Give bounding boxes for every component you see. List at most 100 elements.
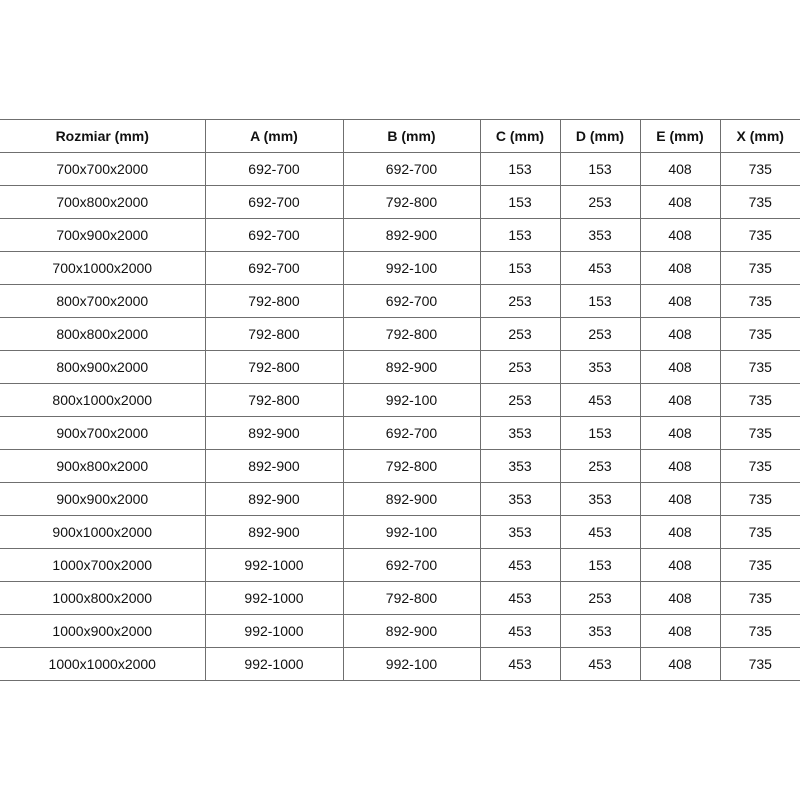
table-cell: 792-800 xyxy=(342,581,481,615)
table-row: 700x900x2000 692-700 892-900 153 353 408 735 xyxy=(0,218,800,252)
table-cell: 408 xyxy=(639,251,721,285)
table-row: 1000x1000x2000 992-1000 992-100 453 453 408 73… xyxy=(0,647,800,681)
table-row: 1000x900x2000 992-1000 892-900 453 353 408 735 xyxy=(0,614,800,648)
table-cell: 792-800 xyxy=(204,350,344,384)
table-cell: 735 xyxy=(719,251,800,285)
table-cell: 692-700 xyxy=(204,251,344,285)
table-row: 900x900x2000 892-900 892-900 353 353 408 735 xyxy=(0,482,800,516)
column-header: X (mm) xyxy=(719,119,800,153)
table-cell: 735 xyxy=(719,449,800,483)
table-cell: 792-800 xyxy=(204,317,344,351)
table-cell: 892-900 xyxy=(342,614,481,648)
table-cell: 153 xyxy=(559,152,641,186)
table-cell: 153 xyxy=(559,284,641,318)
table-cell: 408 xyxy=(639,548,721,582)
table-cell: 453 xyxy=(479,647,561,681)
table-cell: 253 xyxy=(479,350,561,384)
table-cell: 992-100 xyxy=(342,251,481,285)
table-cell: 792-800 xyxy=(342,449,481,483)
table-cell: 900x1000x2000 xyxy=(0,515,206,549)
table-cell: 353 xyxy=(479,416,561,450)
table-cell: 353 xyxy=(559,218,641,252)
table-cell: 700x1000x2000 xyxy=(0,251,206,285)
table-row: 700x800x2000 692-700 792-800 153 253 408 735 xyxy=(0,185,800,219)
table-cell: 253 xyxy=(559,581,641,615)
table-cell: 735 xyxy=(719,482,800,516)
column-header: Rozmiar (mm) xyxy=(0,119,206,153)
table-cell: 892-900 xyxy=(204,482,344,516)
table-row: 800x700x2000 792-800 692-700 253 153 408 735 xyxy=(0,284,800,318)
table-cell: 153 xyxy=(479,251,561,285)
table-row: 800x800x2000 792-800 792-800 253 253 408 735 xyxy=(0,317,800,351)
table-row: 1000x700x2000 992-1000 692-700 453 153 408 735 xyxy=(0,548,800,582)
table-cell: 892-900 xyxy=(204,416,344,450)
table-row: 800x900x2000 792-800 892-900 253 353 408 735 xyxy=(0,350,800,384)
table-cell: 700x700x2000 xyxy=(0,152,206,186)
table-cell: 892-900 xyxy=(204,515,344,549)
table-cell: 735 xyxy=(719,152,800,186)
table-cell: 408 xyxy=(639,482,721,516)
table-cell: 1000x800x2000 xyxy=(0,581,206,615)
table-cell: 992-1000 xyxy=(204,581,344,615)
table-cell: 992-100 xyxy=(342,515,481,549)
table-cell: 453 xyxy=(479,614,561,648)
table-row: 700x1000x2000 692-700 992-100 153 453 408 735 xyxy=(0,251,800,285)
table-cell: 800x900x2000 xyxy=(0,350,206,384)
header-row: Rozmiar (mm) A (mm) B (mm) C (mm) D (mm) E (m… xyxy=(0,119,800,153)
table-cell: 692-700 xyxy=(342,548,481,582)
table-cell: 353 xyxy=(559,350,641,384)
table-cell: 735 xyxy=(719,350,800,384)
table-cell: 453 xyxy=(479,548,561,582)
table-cell: 735 xyxy=(719,515,800,549)
table-cell: 700x900x2000 xyxy=(0,218,206,252)
table-cell: 735 xyxy=(719,383,800,417)
table-cell: 992-1000 xyxy=(204,614,344,648)
table-cell: 453 xyxy=(559,647,641,681)
table-cell: 992-100 xyxy=(342,647,481,681)
table-cell: 792-800 xyxy=(204,383,344,417)
table-cell: 453 xyxy=(559,515,641,549)
table-cell: 700x800x2000 xyxy=(0,185,206,219)
table-cell: 792-800 xyxy=(204,284,344,318)
table-cell: 892-900 xyxy=(204,449,344,483)
table-cell: 153 xyxy=(479,152,561,186)
table-row: 800x1000x2000 792-800 992-100 253 453 408 735 xyxy=(0,383,800,417)
table-cell: 792-800 xyxy=(342,317,481,351)
table-cell: 408 xyxy=(639,185,721,219)
table-cell: 408 xyxy=(639,449,721,483)
table-cell: 792-800 xyxy=(342,185,481,219)
table-cell: 1000x1000x2000 xyxy=(0,647,206,681)
table-cell: 992-100 xyxy=(342,383,481,417)
table-row: 700x700x2000 692-700 692-700 153 153 408 735 xyxy=(0,152,800,186)
table-cell: 253 xyxy=(479,317,561,351)
table-cell: 253 xyxy=(479,383,561,417)
table-cell: 900x700x2000 xyxy=(0,416,206,450)
table-cell: 735 xyxy=(719,185,800,219)
table-cell: 892-900 xyxy=(342,218,481,252)
table-cell: 735 xyxy=(719,614,800,648)
table-cell: 353 xyxy=(559,614,641,648)
table-cell: 735 xyxy=(719,284,800,318)
table-cell: 408 xyxy=(639,218,721,252)
table-cell: 735 xyxy=(719,317,800,351)
table-cell: 1000x700x2000 xyxy=(0,548,206,582)
table-cell: 153 xyxy=(559,416,641,450)
table-cell: 408 xyxy=(639,614,721,648)
dimensions-table: Rozmiar (mm) A (mm) B (mm) C (mm) D (mm) E (m… xyxy=(0,119,800,681)
table-cell: 735 xyxy=(719,416,800,450)
table-cell: 408 xyxy=(639,416,721,450)
table-cell: 900x900x2000 xyxy=(0,482,206,516)
table-cell: 692-700 xyxy=(342,416,481,450)
column-header: A (mm) xyxy=(204,119,344,153)
table-cell: 692-700 xyxy=(204,185,344,219)
table-cell: 408 xyxy=(639,515,721,549)
table-cell: 408 xyxy=(639,284,721,318)
table-cell: 153 xyxy=(479,185,561,219)
table-cell: 800x800x2000 xyxy=(0,317,206,351)
table-cell: 408 xyxy=(639,581,721,615)
table-cell: 353 xyxy=(479,482,561,516)
table-cell: 153 xyxy=(479,218,561,252)
table-cell: 800x700x2000 xyxy=(0,284,206,318)
table-cell: 353 xyxy=(559,482,641,516)
column-header: E (mm) xyxy=(639,119,721,153)
